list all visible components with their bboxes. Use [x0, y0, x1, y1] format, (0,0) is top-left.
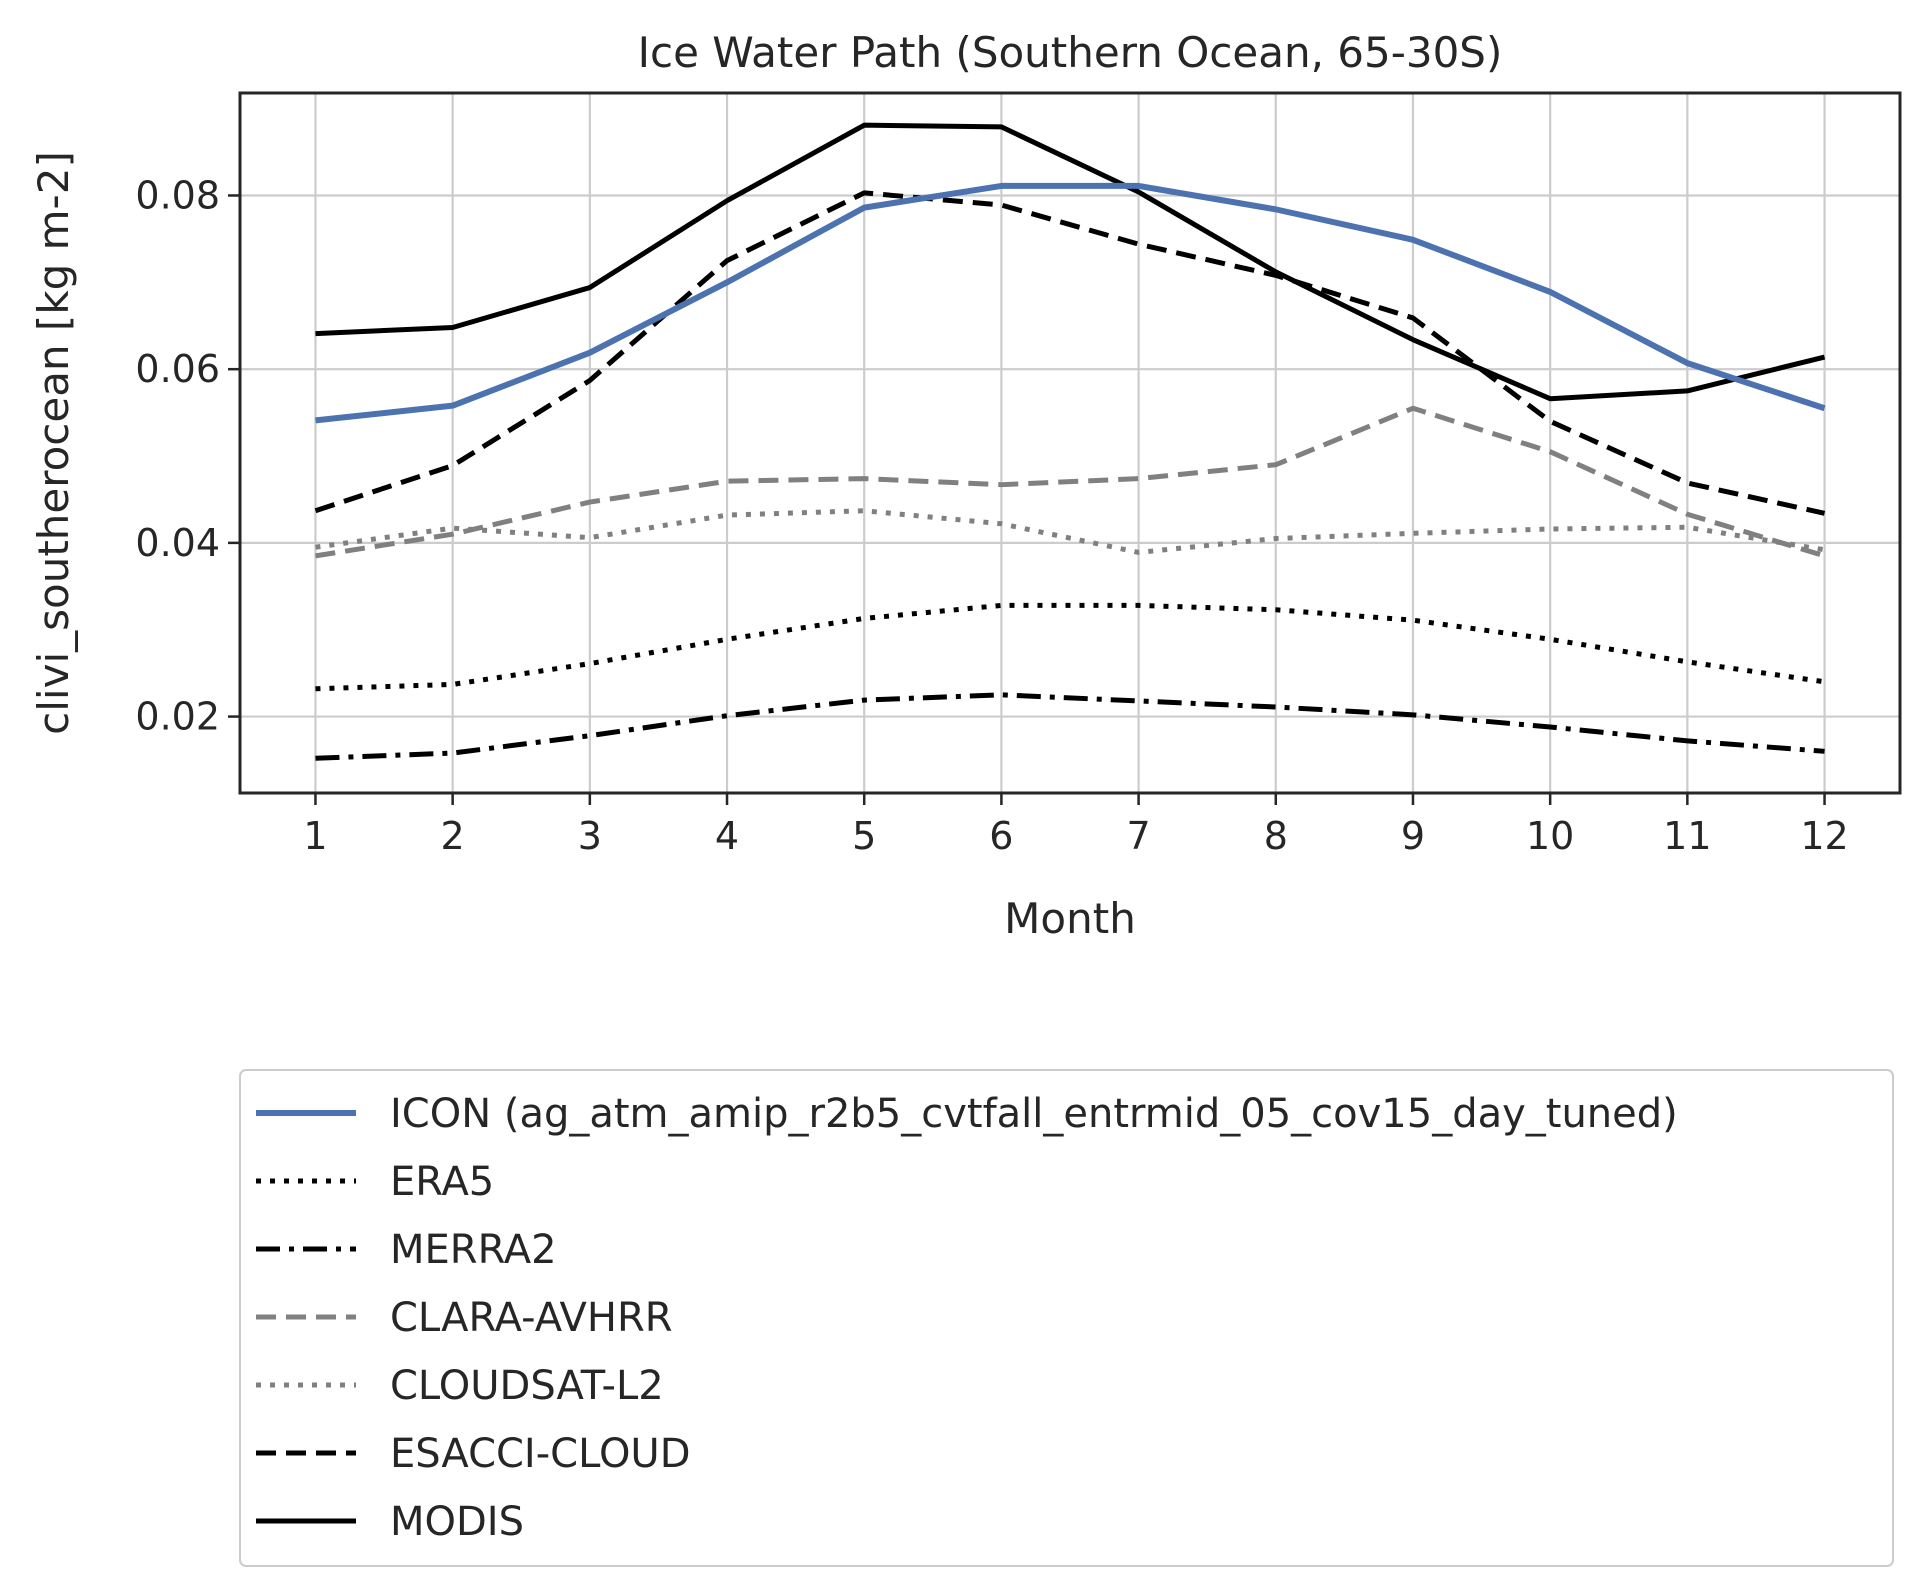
- legend-label: MODIS: [390, 1499, 524, 1545]
- legend: ICON (ag_atm_amip_r2b5_cvtfall_entrmid_0…: [239, 1069, 1894, 1567]
- chart-title: Ice Water Path (Southern Ocean, 65-30S): [638, 28, 1503, 77]
- grid: [240, 93, 1900, 793]
- y-tick-label: 0.08: [135, 173, 220, 217]
- y-axis-label: clivi_southerocean [kg m-2]: [29, 151, 78, 735]
- legend-frame: [239, 1069, 1894, 1567]
- series-line-merra2: [315, 692, 1825, 761]
- y-tick-label: 0.04: [135, 521, 220, 565]
- legend-label: CLOUDSAT-L2: [390, 1363, 664, 1409]
- x-tick-label: 7: [1127, 814, 1151, 858]
- legend-label: CLARA-AVHRR: [390, 1295, 673, 1341]
- series-line-cloudsat-l2: [315, 508, 1825, 555]
- legend-label: ICON (ag_atm_amip_r2b5_cvtfall_entrmid_0…: [390, 1091, 1678, 1137]
- y-tick-label: 0.06: [135, 347, 220, 391]
- y-tick-label: 0.02: [135, 695, 220, 739]
- series-line-era5: [315, 602, 1825, 692]
- legend-label: ERA5: [390, 1159, 494, 1205]
- series-line-icon: [315, 182, 1826, 424]
- series-line-esacci-cloud: [314, 190, 1826, 516]
- legend-label: MERRA2: [390, 1227, 557, 1273]
- x-tick-label: 11: [1663, 814, 1711, 858]
- x-axis-label: Month: [1004, 894, 1136, 943]
- y-axis: 0.02 0.04 0.06 0.08: [135, 173, 240, 739]
- x-tick-label: 9: [1401, 814, 1425, 858]
- x-tick-label: 1: [303, 814, 327, 858]
- x-tick-label: 8: [1264, 814, 1288, 858]
- x-tick-label: 12: [1800, 814, 1848, 858]
- series-layer: [314, 122, 1826, 761]
- x-tick-label: 10: [1526, 814, 1574, 858]
- x-tick-label: 6: [989, 814, 1013, 858]
- x-axis: 1 2 3 4 5 6 7 8 9 10 11 12: [303, 793, 1849, 858]
- series-line-clara-avhrr: [315, 405, 1826, 559]
- series-line-modis: [315, 122, 1826, 402]
- x-tick-label: 4: [715, 814, 739, 858]
- x-tick-label: 2: [441, 814, 465, 858]
- plot-frame: [238, 91, 1902, 795]
- x-tick-label: 3: [578, 814, 602, 858]
- legend-label: ESACCI-CLOUD: [390, 1431, 691, 1477]
- x-tick-label: 5: [852, 814, 876, 858]
